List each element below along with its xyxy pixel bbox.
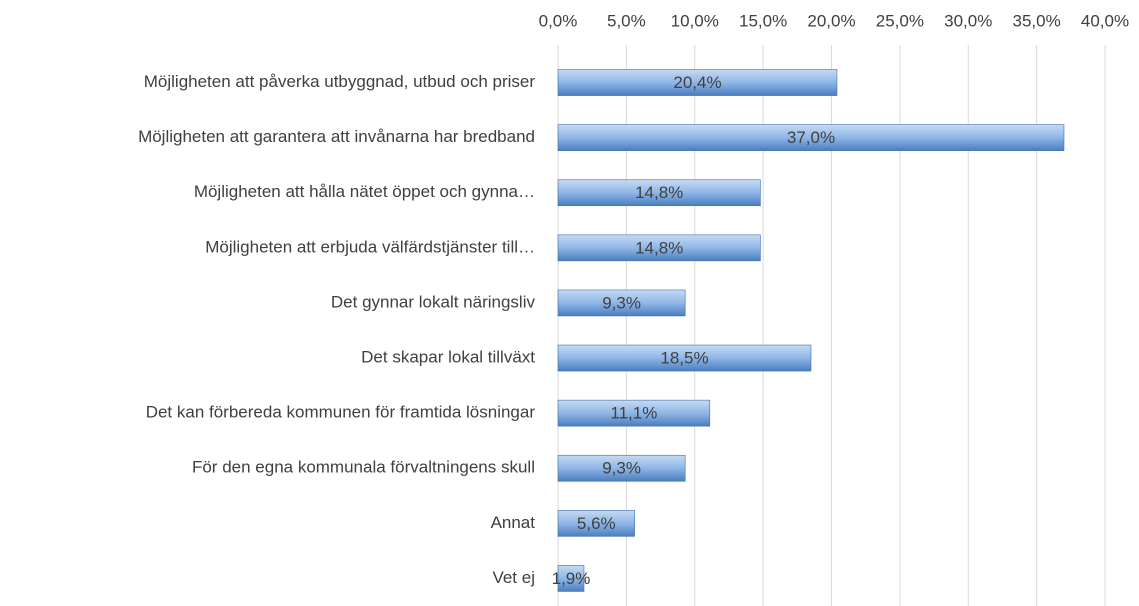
x-tick-label: 35,0% bbox=[1013, 11, 1061, 30]
bar bbox=[557, 179, 761, 207]
y-tick-label: Möjligheten att erbjuda välfärdstjänster… bbox=[205, 237, 535, 256]
y-tick-label: Det skapar lokal tillväxt bbox=[361, 348, 535, 367]
data-label: 11,1% bbox=[610, 404, 657, 423]
x-tick-label: 15,0% bbox=[739, 11, 787, 30]
bar bbox=[557, 399, 711, 427]
bar bbox=[557, 565, 585, 592]
y-tick-label: Vet ej bbox=[492, 568, 535, 587]
data-label: 5,6% bbox=[577, 514, 616, 533]
bar bbox=[557, 454, 686, 482]
x-tick-label: 30,0% bbox=[944, 11, 992, 30]
y-tick-label: Möjligheten att påverka utbyggnad, utbud… bbox=[144, 72, 536, 91]
data-label: 18,5% bbox=[660, 349, 708, 368]
data-label: 14,8% bbox=[635, 238, 683, 257]
x-tick-label: 25,0% bbox=[876, 11, 924, 30]
x-tick-label: 0,0% bbox=[539, 11, 578, 30]
data-label: 37,0% bbox=[787, 128, 835, 147]
bar bbox=[557, 124, 1065, 151]
bar bbox=[557, 69, 838, 96]
x-tick-label: 20,0% bbox=[807, 11, 855, 30]
bar bbox=[557, 344, 812, 372]
data-label: 9,3% bbox=[602, 293, 641, 312]
y-tick-label: För den egna kommunala förvaltningens sk… bbox=[192, 458, 535, 477]
x-tick-label: 40,0% bbox=[1081, 11, 1129, 30]
y-tick-label: Det gynnar lokalt näringsliv bbox=[331, 292, 536, 311]
bar bbox=[557, 510, 635, 537]
data-label: 14,8% bbox=[635, 183, 683, 202]
bar bbox=[557, 289, 686, 317]
y-tick-label: Det kan förbereda kommunen för framtida … bbox=[146, 403, 536, 422]
y-tick-label: Annat bbox=[491, 513, 536, 532]
data-label: 9,3% bbox=[602, 459, 641, 478]
x-tick-label: 10,0% bbox=[671, 11, 719, 30]
y-tick-label: Möjligheten att hålla nätet öppet och gy… bbox=[194, 182, 535, 201]
y-tick-label: Möjligheten att garantera att invånarna … bbox=[138, 127, 535, 146]
data-label: 20,4% bbox=[673, 73, 721, 92]
bar bbox=[557, 234, 761, 262]
x-tick-label: 5,0% bbox=[607, 11, 646, 30]
data-label: 1,9% bbox=[552, 569, 591, 588]
